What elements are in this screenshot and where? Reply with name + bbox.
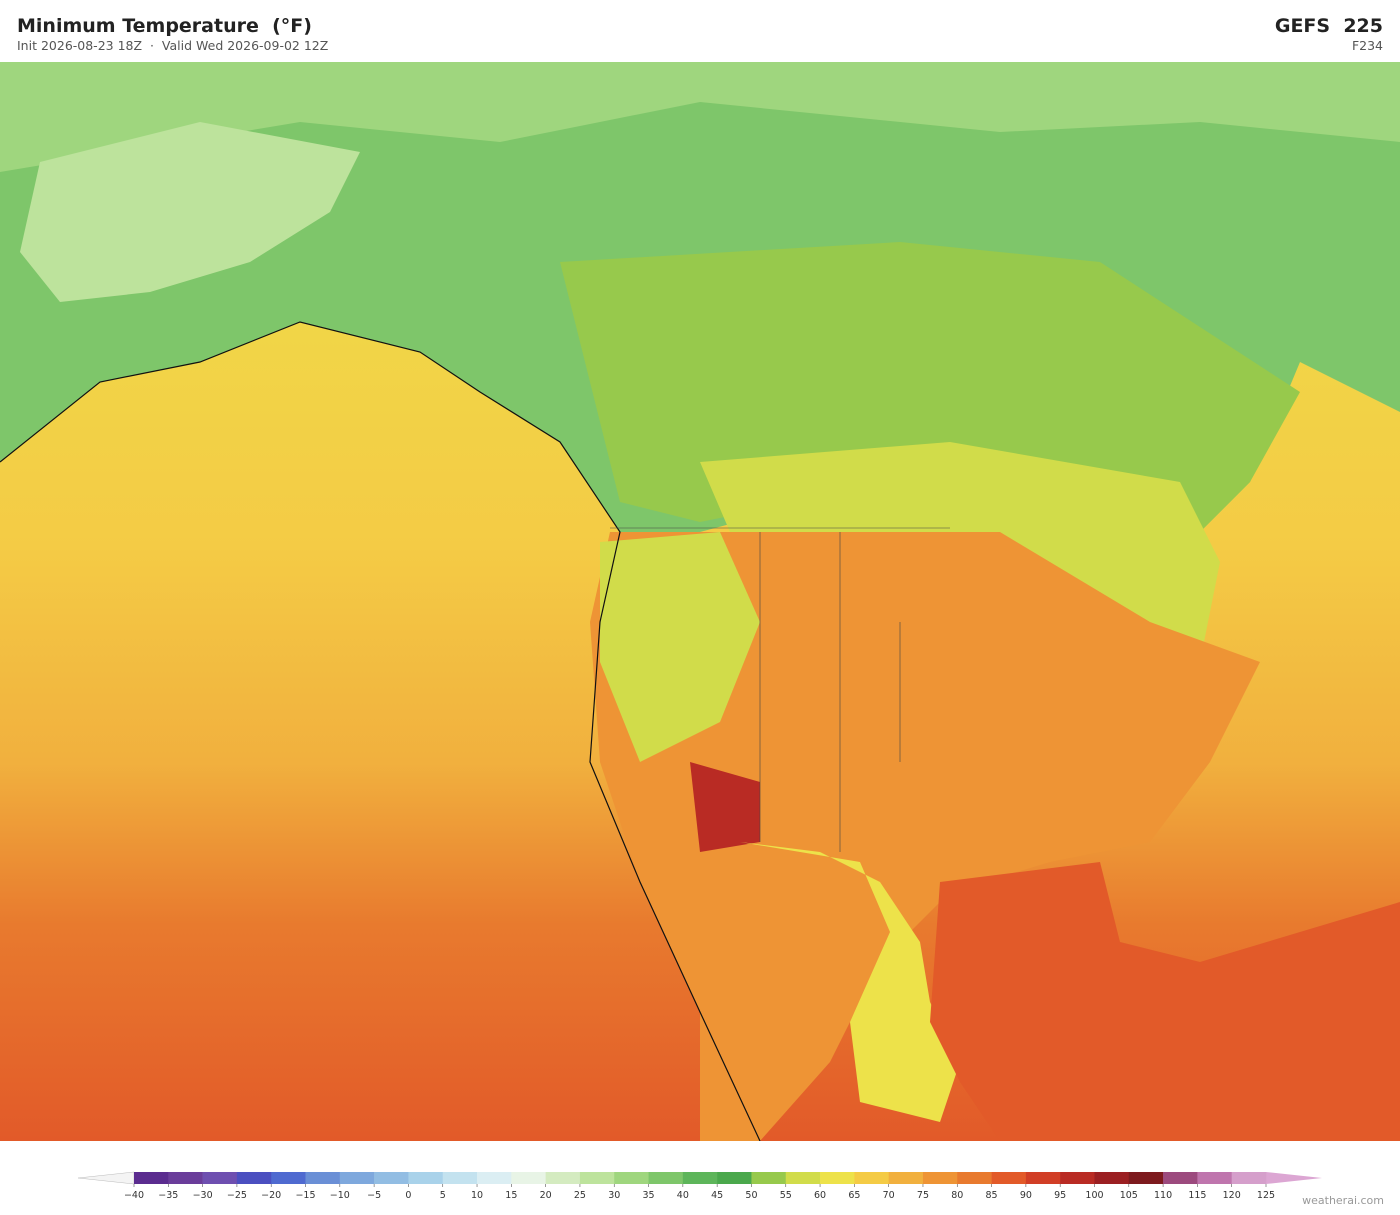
colorbar-tick-label: 15	[505, 1190, 517, 1200]
forecast-hour: F234	[1351, 38, 1383, 53]
colorbar-tick-label: 105	[1120, 1190, 1138, 1200]
colorbar-tick-label: 50	[745, 1190, 757, 1200]
colorbar-tick-label: 70	[883, 1190, 895, 1200]
model: GEFS 225	[1274, 15, 1383, 37]
colorbar-segment	[202, 1172, 238, 1184]
colorbar-segment	[717, 1172, 752, 1184]
colorbar-under	[77, 1171, 135, 1185]
west-mountains	[600, 532, 760, 762]
borders	[610, 527, 950, 852]
colorbar-tick-label: −5	[367, 1190, 381, 1200]
colorbar-segment	[511, 1172, 546, 1184]
colorbar-tick-label: 125	[1257, 1190, 1275, 1200]
colorbar-tick-label: 0	[405, 1190, 411, 1200]
colorbar-segment	[922, 1172, 958, 1184]
colorbar-tick-label: −20	[261, 1190, 281, 1200]
colorbar-tick-label: 120	[1223, 1190, 1241, 1200]
usa	[590, 532, 1260, 1141]
colorbar-tick-label: 10	[471, 1190, 483, 1200]
colorbar-segment	[648, 1172, 684, 1184]
colorbar-tick-label: −25	[227, 1190, 247, 1200]
colorbar-tick-label: −35	[158, 1190, 178, 1200]
colorbar-tick-label: −15	[295, 1190, 315, 1200]
colorbar-segment	[614, 1172, 649, 1184]
colorbar-tick-label: 75	[917, 1190, 929, 1200]
colorbar-tick-label: 55	[780, 1190, 792, 1200]
coastline	[0, 321, 761, 1141]
colorbar-tick-label: 115	[1188, 1190, 1206, 1200]
map	[0, 62, 1400, 1141]
colorbar-segment	[442, 1172, 478, 1184]
colorbar-segment	[991, 1172, 1027, 1184]
colorbar-tick-label: 5	[440, 1190, 446, 1200]
colorbar-segment	[236, 1172, 272, 1184]
colorbar-segment	[477, 1172, 512, 1184]
mexico-plateau	[740, 842, 960, 1122]
title: Minimum Temperature (°F)	[17, 15, 312, 37]
colorbar-tick-label: −40	[124, 1190, 144, 1200]
colorbar-segment	[888, 1172, 924, 1184]
colorbar-tick-label: 95	[1054, 1190, 1066, 1200]
colorbar-tick-label: 85	[986, 1190, 998, 1200]
colorbar-tick-label: 35	[642, 1190, 654, 1200]
colorbar-segment	[820, 1172, 855, 1184]
colorbar-segment	[785, 1172, 821, 1184]
colorbar-segment	[1128, 1172, 1164, 1184]
colorbar-tick-label: 110	[1154, 1190, 1172, 1200]
colorbar-segment	[1025, 1172, 1061, 1184]
colorbar-tick-label: 20	[540, 1190, 552, 1200]
colorbar-tick-label: 60	[814, 1190, 826, 1200]
desert-heat	[690, 762, 760, 852]
colorbar-segment	[579, 1172, 615, 1184]
colorbar-tick-label: −10	[330, 1190, 350, 1200]
gulf-caribbean	[930, 862, 1400, 1141]
colorbar-over	[1266, 1172, 1322, 1184]
colorbar-segment	[1094, 1172, 1130, 1184]
colorbar-segment	[1197, 1172, 1232, 1184]
colorbar-segment	[339, 1172, 375, 1184]
colorbar: −40 −35 −30 −25 −20 −15 −10 −5 0 5 10 15 20 25 30 35 40 4…	[77, 1171, 1322, 1200]
colorbar-tick-label: −30	[193, 1190, 213, 1200]
colorbar-tick-label: 100	[1085, 1190, 1103, 1200]
colorbar-segment	[305, 1172, 341, 1184]
colorbar-tick-label: 25	[574, 1190, 586, 1200]
colorbar-segment	[134, 1172, 169, 1184]
arctic	[0, 62, 1400, 172]
colorbar-segment	[854, 1172, 889, 1184]
colorbar-tick-label: 45	[711, 1190, 723, 1200]
colorbar-tick-label: 65	[848, 1190, 860, 1200]
colorbar-segment	[957, 1172, 992, 1184]
colorbar-tick-label: 40	[677, 1190, 689, 1200]
alaska-interior	[20, 122, 360, 302]
colorbar-tick-label: 90	[1020, 1190, 1032, 1200]
colorbar-segment	[1231, 1172, 1267, 1184]
colorbar-segment	[408, 1172, 444, 1184]
colorbar-segment	[682, 1172, 718, 1184]
colorbar-tick-label: 80	[951, 1190, 963, 1200]
colorbar-segment	[751, 1172, 787, 1184]
colorbar-segment	[545, 1172, 581, 1184]
colorbar-segment	[374, 1172, 409, 1184]
subtitle: Init 2026-08-23 18Z · Valid Wed 2026-09-…	[17, 38, 329, 53]
colorbar-segment	[168, 1172, 203, 1184]
colorbar-tick-label: 30	[608, 1190, 620, 1200]
colorbar-segment	[1060, 1172, 1095, 1184]
colorbar-segment	[1163, 1172, 1198, 1184]
colorbar-segment	[271, 1172, 306, 1184]
watermark: weatherai.com	[1302, 1194, 1384, 1207]
